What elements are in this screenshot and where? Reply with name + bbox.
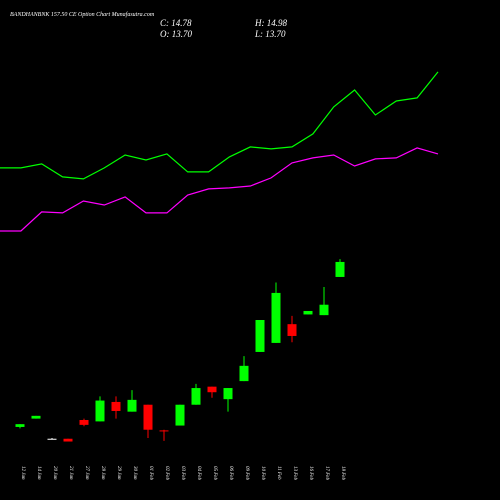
indicator-line — [0, 147, 439, 232]
candle-body — [191, 388, 201, 405]
candle-body — [287, 324, 297, 336]
x-tick-label: 12 Jan — [20, 466, 25, 480]
candle-body — [159, 430, 169, 432]
candle-body — [127, 399, 137, 412]
x-tick-label: 03 Feb — [180, 466, 185, 481]
candle-body — [207, 386, 217, 393]
close-text: C: 14.78 — [160, 18, 192, 28]
candle-body — [111, 401, 121, 411]
candle-body — [271, 292, 281, 343]
open-text: O: 13.70 — [160, 29, 192, 39]
candle-body — [95, 400, 105, 422]
candle-body — [255, 320, 265, 352]
x-tick-label: 17 Feb — [324, 466, 329, 481]
x-tick-label: 05 Feb — [212, 466, 217, 481]
x-tick-label: 18 Feb — [340, 466, 345, 481]
low-text: L: 13.70 — [254, 29, 286, 39]
x-tick-label: 28 Jan — [100, 466, 105, 480]
candle-body — [223, 388, 233, 400]
candle-body — [63, 438, 73, 442]
candle-body — [47, 438, 57, 440]
candle-body — [303, 310, 313, 315]
candle-body — [79, 420, 89, 425]
high-text: H: 14.98 — [254, 18, 287, 28]
x-tick-label: 13 Feb — [292, 466, 297, 481]
x-tick-label: 16 Feb — [308, 466, 313, 481]
x-tick-label: 09 Feb — [244, 466, 249, 481]
x-tick-label: 11 Feb — [276, 466, 281, 480]
candle-body — [15, 424, 25, 427]
x-tick-label: 29 Jan — [116, 466, 121, 480]
x-tick-label: 14 Jan — [36, 466, 41, 480]
candle-body — [239, 365, 249, 382]
x-tick-label: 01 Feb — [148, 466, 153, 481]
candle-body — [175, 404, 185, 426]
candle-body — [319, 304, 329, 316]
x-tick-label: 02 Feb — [164, 466, 169, 481]
candle-body — [335, 261, 345, 277]
chart-title: BANDHANBNK 157.50 CE Option Chart Munafa… — [10, 11, 155, 18]
candle-body — [143, 404, 153, 430]
x-tick-label: 21 Jan — [68, 466, 73, 480]
candle-body — [31, 415, 41, 419]
x-tick-label: 27 Jan — [84, 466, 89, 480]
x-tick-label: 04 Feb — [196, 466, 201, 481]
indicator-line — [0, 71, 439, 180]
x-tick-label: 30 Jan — [132, 466, 137, 480]
x-tick-label: 10 Feb — [260, 466, 265, 481]
x-tick-label: 06 Feb — [228, 466, 233, 481]
x-tick-label: 20 Jan — [52, 466, 57, 480]
